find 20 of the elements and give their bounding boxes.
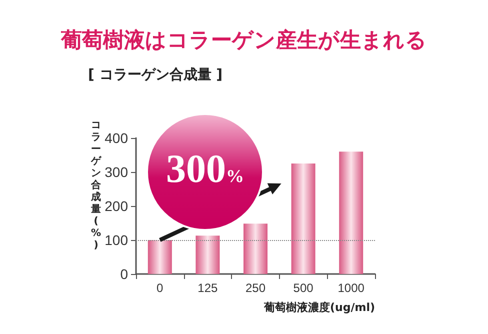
y-tick-label: 300: [104, 164, 128, 180]
y-tick-label: 400: [104, 130, 128, 146]
text: コラーゲン合成量(%): [90, 120, 102, 251]
x-tick-label: 125: [198, 281, 218, 295]
chart-subtitle: [ コラーゲン合成量 ]: [88, 66, 223, 84]
bar: [339, 152, 364, 274]
annotation: 300%: [165, 146, 245, 193]
bar: [196, 236, 220, 274]
chart-title: 葡萄樹液はコラーゲン産生が生まれる: [60, 27, 428, 54]
x-tick-label: 0: [156, 281, 164, 295]
x-tick-label: 1000: [338, 281, 365, 295]
y-tick-label: 200: [104, 198, 128, 214]
y-tick-label: 0: [120, 266, 128, 282]
y-tick-label: 100: [104, 232, 128, 248]
bar: [148, 240, 172, 274]
x-axis-title: 葡萄樹液濃度(ug/ml): [264, 300, 375, 315]
x-tick-label: 250: [245, 281, 266, 295]
bar: [291, 164, 316, 274]
x-tick-label: 500: [293, 281, 314, 295]
bar: [244, 224, 268, 274]
